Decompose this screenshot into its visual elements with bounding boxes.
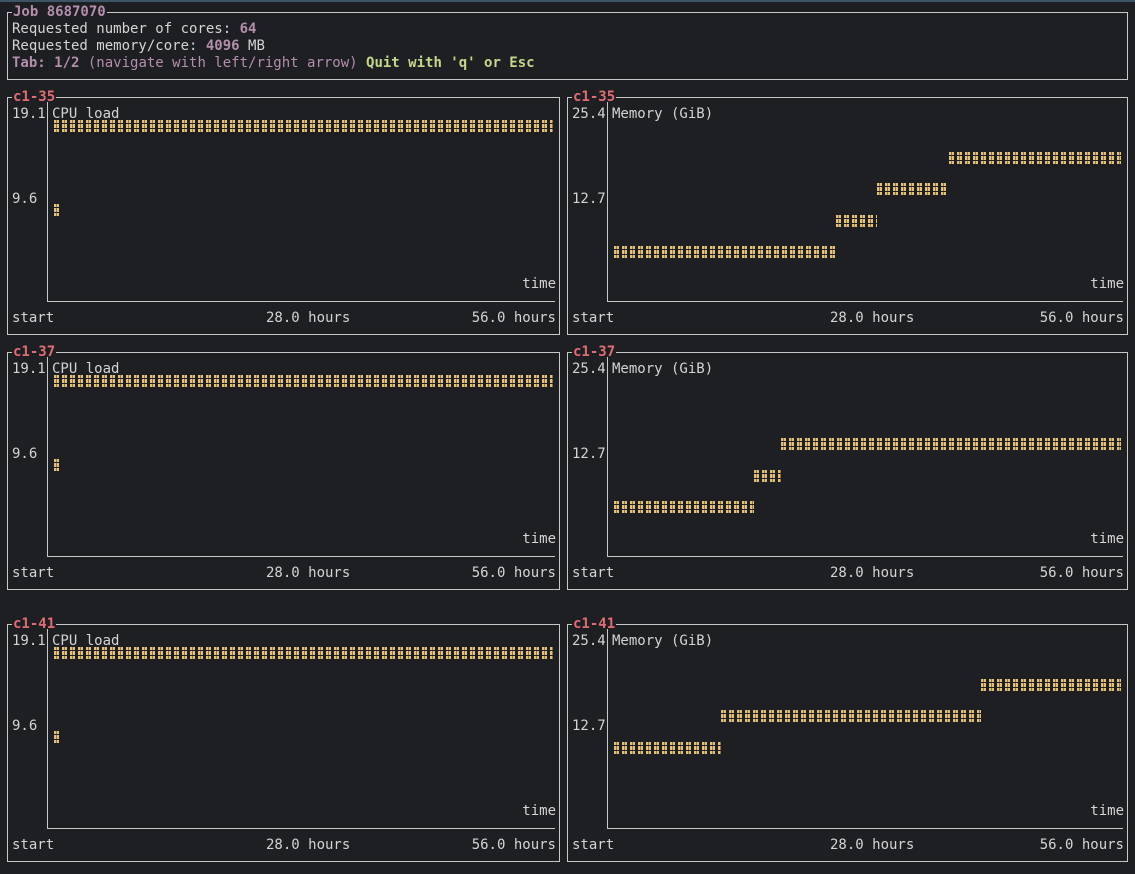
job-info-panel: Job 8687070 Requested number of cores: 6…: [7, 4, 1128, 80]
data-segment: [54, 204, 60, 216]
chart-title: Memory (GiB): [612, 106, 714, 122]
y-mid-label: 12.7: [572, 718, 606, 734]
x-tick-end: 56.0 hours: [471, 837, 556, 853]
job-title: Job 8687070: [12, 4, 107, 20]
y-mid-label: 9.6: [12, 191, 38, 207]
plot-area: [607, 357, 1123, 557]
memory-value: 4096: [205, 38, 240, 54]
x-tick-end: 56.0 hours: [1039, 837, 1124, 853]
data-segment: [54, 731, 60, 743]
chart-panel-mem-c1-41: c1-41 25.4 12.7 Memory (GiB) time start …: [567, 616, 1128, 862]
node-title: c1-35: [12, 89, 57, 105]
chart-panel-cpu-c1-37: c1-37 19.1 9.6 CPU load time start 28.0 …: [7, 344, 560, 590]
data-segment: [981, 679, 1121, 691]
node-title: c1-37: [572, 344, 617, 360]
data-segment: [54, 120, 553, 132]
data-segment: [614, 246, 836, 258]
x-tick-mid: 28.0 hours: [266, 837, 351, 853]
y-mid-label: 12.7: [572, 446, 606, 462]
chart-title: CPU load: [52, 106, 120, 122]
plot-area: [47, 357, 555, 557]
cores-line: Requested number of cores: 64: [12, 21, 256, 38]
x-tick-mid: 28.0 hours: [830, 310, 915, 326]
data-segment: [754, 470, 781, 482]
y-mid-label: 9.6: [12, 718, 38, 734]
data-segment: [836, 215, 877, 227]
chart-panel-cpu-c1-41: c1-41 19.1 9.6 CPU load time start 28.0 …: [7, 616, 560, 862]
data-segment: [614, 742, 721, 754]
y-mid-label: 12.7: [572, 191, 606, 207]
x-tick-start: start: [12, 310, 55, 326]
x-tick-end: 56.0 hours: [471, 310, 556, 326]
x-tick-end: 56.0 hours: [471, 565, 556, 581]
chart-panel-mem-c1-37: c1-37 25.4 12.7 Memory (GiB) time start …: [567, 344, 1128, 590]
memory-label: Requested memory/core:: [12, 38, 206, 54]
data-segment: [877, 183, 949, 195]
data-segment: [614, 501, 754, 513]
x-axis-label: time: [1090, 531, 1124, 547]
x-tick-end: 56.0 hours: [1039, 565, 1124, 581]
x-tick-start: start: [12, 565, 55, 581]
data-segment: [54, 647, 553, 659]
cores-value: 64: [239, 21, 257, 37]
data-segment: [721, 710, 981, 722]
tab-indicator[interactable]: Tab: 1/2: [12, 55, 80, 71]
x-axis-label: time: [1090, 276, 1124, 292]
chart-title: Memory (GiB): [612, 361, 714, 377]
plot-area: [607, 629, 1123, 829]
memory-unit: MB: [239, 38, 265, 54]
tab-line: Tab: 1/2 (navigate with left/right arrow…: [12, 55, 535, 72]
y-max-label: 25.4: [572, 361, 606, 377]
tab-navigation-hint: (navigate with left/right arrow): [79, 55, 367, 71]
x-tick-mid: 28.0 hours: [266, 565, 351, 581]
x-tick-end: 56.0 hours: [1039, 310, 1124, 326]
x-axis-label: time: [522, 531, 556, 547]
x-axis-label: time: [522, 276, 556, 292]
x-tick-start: start: [572, 310, 615, 326]
chart-title: Memory (GiB): [612, 633, 714, 649]
y-max-label: 25.4: [572, 633, 606, 649]
data-segment: [949, 152, 1121, 164]
y-max-label: 19.1: [12, 361, 46, 377]
x-axis-label: time: [522, 803, 556, 819]
x-tick-mid: 28.0 hours: [266, 310, 351, 326]
chart-title: CPU load: [52, 633, 120, 649]
node-title: c1-35: [572, 89, 617, 105]
chart-panel-mem-c1-35: c1-35 25.4 12.7 Memory (GiB) time start …: [567, 89, 1128, 335]
x-tick-mid: 28.0 hours: [830, 837, 915, 853]
chart-panel-cpu-c1-35: c1-35 19.1 9.6 CPU load time start 28.0 …: [7, 89, 560, 335]
plot-area: [47, 629, 555, 829]
plot-area: [607, 102, 1123, 302]
y-max-label: 19.1: [12, 633, 46, 649]
x-tick-start: start: [572, 565, 615, 581]
x-axis-label: time: [1090, 803, 1124, 819]
x-tick-start: start: [12, 837, 55, 853]
quit-hint: Quit with 'q' or Esc: [366, 55, 535, 71]
x-tick-mid: 28.0 hours: [830, 565, 915, 581]
cores-label: Requested number of cores:: [12, 21, 240, 37]
node-title: c1-37: [12, 344, 57, 360]
node-title: c1-41: [12, 616, 57, 632]
data-segment: [54, 375, 553, 387]
data-segment: [781, 438, 1121, 450]
y-mid-label: 9.6: [12, 446, 38, 462]
y-max-label: 25.4: [572, 106, 606, 122]
node-title: c1-41: [572, 616, 617, 632]
memory-line: Requested memory/core: 4096 MB: [12, 38, 265, 55]
chart-title: CPU load: [52, 361, 120, 377]
window-top-border: [0, 0, 1135, 2]
x-tick-start: start: [572, 837, 615, 853]
data-segment: [54, 459, 60, 471]
y-max-label: 19.1: [12, 106, 46, 122]
plot-area: [47, 102, 555, 302]
